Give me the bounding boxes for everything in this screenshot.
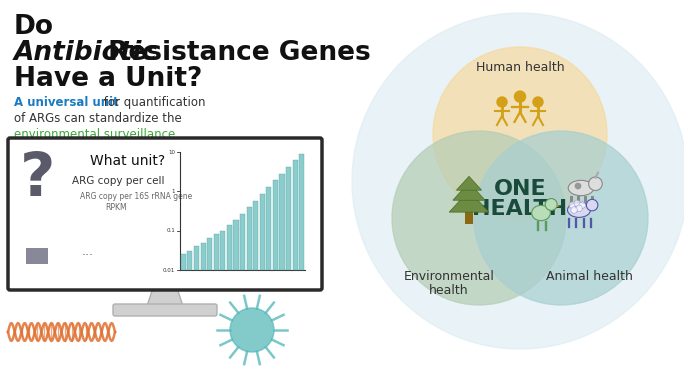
FancyBboxPatch shape	[8, 138, 322, 290]
Text: Have a Unit?: Have a Unit?	[14, 66, 202, 92]
Bar	[187, 251, 192, 270]
Text: Animal health: Animal health	[546, 270, 633, 283]
Circle shape	[574, 200, 581, 207]
Bar	[200, 243, 206, 270]
Bar	[207, 238, 212, 270]
Bar	[273, 180, 278, 270]
Text: Environmental
health: Environmental health	[404, 270, 495, 297]
FancyBboxPatch shape	[113, 304, 217, 316]
Circle shape	[474, 131, 648, 305]
Text: ?: ?	[21, 150, 56, 209]
Circle shape	[589, 177, 602, 191]
Bar	[26, 248, 48, 264]
Bar	[240, 214, 245, 270]
Bar	[266, 187, 272, 270]
Text: of ARGs can standardize the: of ARGs can standardize the	[14, 112, 182, 125]
Circle shape	[576, 205, 582, 212]
Polygon shape	[147, 288, 183, 306]
Polygon shape	[456, 176, 482, 190]
Text: ...: ...	[82, 245, 94, 258]
Bar	[227, 225, 232, 270]
Text: 0.1: 0.1	[166, 228, 175, 233]
Circle shape	[569, 202, 576, 208]
Text: ONE: ONE	[494, 179, 547, 199]
Bar	[299, 154, 304, 270]
Circle shape	[545, 199, 557, 211]
Bar	[253, 201, 259, 270]
Circle shape	[533, 97, 543, 107]
Circle shape	[352, 13, 684, 349]
Bar	[465, 208, 473, 224]
Text: 10: 10	[168, 150, 175, 155]
Circle shape	[586, 199, 598, 211]
Text: environmental surveillance.: environmental surveillance.	[14, 128, 179, 141]
Bar	[280, 174, 285, 270]
Bar	[194, 246, 199, 270]
Text: RPKM: RPKM	[105, 203, 127, 212]
Ellipse shape	[568, 203, 590, 217]
Ellipse shape	[531, 205, 551, 221]
Circle shape	[230, 308, 274, 352]
Bar	[260, 194, 265, 270]
Bar	[246, 207, 252, 270]
Bar	[220, 230, 226, 270]
Ellipse shape	[568, 180, 594, 196]
Polygon shape	[556, 205, 560, 207]
Circle shape	[571, 207, 577, 213]
Text: for quantification: for quantification	[100, 96, 205, 109]
Text: 1: 1	[172, 189, 175, 194]
Text: Resistance Genes: Resistance Genes	[99, 40, 371, 66]
Polygon shape	[453, 182, 485, 200]
Circle shape	[392, 131, 566, 305]
Bar	[293, 160, 298, 270]
Bar	[181, 254, 186, 270]
Circle shape	[433, 47, 607, 221]
Text: Human health: Human health	[475, 61, 564, 74]
Circle shape	[514, 91, 525, 102]
Bar	[233, 220, 239, 270]
Circle shape	[579, 202, 586, 208]
Text: Do: Do	[14, 14, 54, 40]
Bar	[213, 235, 219, 270]
Text: ARG copy per 16S rRNA gene: ARG copy per 16S rRNA gene	[80, 192, 192, 201]
Text: 0.01: 0.01	[163, 267, 175, 273]
Circle shape	[497, 97, 507, 107]
Polygon shape	[449, 190, 489, 212]
Bar	[286, 167, 291, 270]
Circle shape	[575, 183, 581, 190]
Text: A universal unit: A universal unit	[14, 96, 119, 109]
Text: Antibiotic: Antibiotic	[14, 40, 158, 66]
Text: HEALTH: HEALTH	[473, 199, 568, 219]
Text: ARG copy per cell: ARG copy per cell	[72, 176, 164, 186]
Text: What unit?: What unit?	[90, 154, 165, 168]
